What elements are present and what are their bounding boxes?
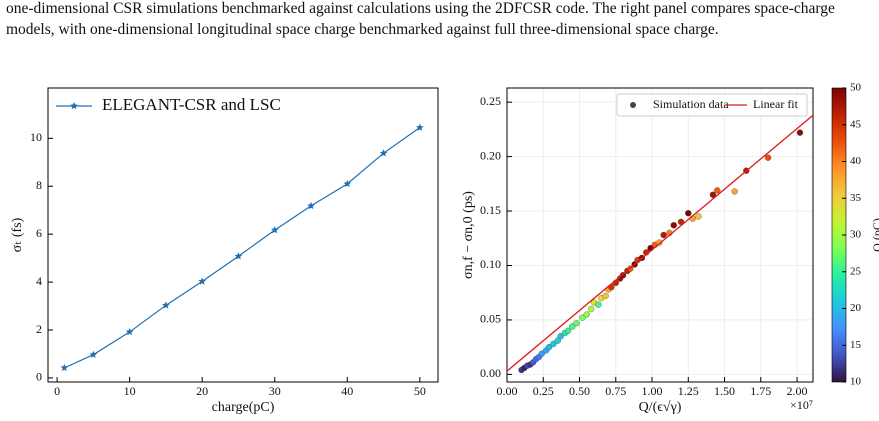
scatter-point — [656, 239, 663, 246]
colorbar-tick-label: 45 — [850, 118, 862, 130]
colorbar-tick-label: 35 — [850, 192, 862, 204]
colorbar-tick-label: 10 — [850, 376, 862, 388]
point-marker — [89, 350, 98, 358]
scatter-point — [731, 188, 738, 195]
scatter-point — [564, 327, 572, 334]
x-tick-label: 1.75 — [750, 384, 771, 398]
scatter-point — [709, 191, 717, 198]
y-tick-label: 0.20 — [480, 148, 501, 162]
y-tick-label: 10 — [30, 130, 42, 144]
colorbar-tick-label: 25 — [850, 265, 862, 277]
x-tick-label: 0 — [54, 384, 60, 398]
scatter-point — [583, 311, 590, 318]
scatter-point — [595, 301, 602, 308]
y-tick-label: 0 — [36, 370, 42, 384]
scatter-point — [573, 320, 580, 327]
colorbar-tick-label: 15 — [850, 339, 862, 351]
scatter-point — [579, 314, 586, 321]
paragraph: one-dimensional CSR simulations benchmar… — [6, 0, 835, 38]
scatter-point — [764, 154, 772, 161]
scatter-point — [714, 187, 721, 194]
legend-box — [616, 93, 808, 117]
point-marker — [343, 179, 352, 188]
legend-marker — [70, 102, 78, 110]
point-marker — [125, 327, 134, 336]
x-tick-label: 1.00 — [642, 384, 663, 398]
y-tick-label: 0.15 — [480, 203, 501, 217]
scatter-point — [569, 323, 576, 330]
axes-frame — [506, 87, 814, 383]
point-marker — [379, 149, 388, 157]
colorbar-tick-label: 30 — [850, 229, 862, 241]
y-tick-label: 2 — [36, 322, 42, 336]
x-tick-label: 1.50 — [714, 384, 735, 398]
x-tick-label: 0.75 — [605, 384, 626, 398]
x-tick-label: 0.50 — [569, 384, 590, 398]
y-tick-label: 0.25 — [480, 94, 501, 108]
fit-line — [507, 114, 813, 372]
point-marker — [162, 301, 170, 309]
point-marker — [234, 252, 243, 260]
scatter-point — [685, 210, 692, 217]
legend-label: ELEGANT-CSR and LSC — [102, 95, 281, 114]
colorbar-tick-label: 40 — [850, 155, 862, 167]
scatter-point — [538, 350, 545, 357]
y-tick-label: 0.10 — [480, 257, 501, 271]
point-marker — [307, 201, 315, 210]
x-tick-label: 2.00 — [787, 384, 808, 398]
x-tick-label: 40 — [341, 384, 353, 398]
scatter-point — [545, 344, 553, 351]
axes-frame — [47, 87, 439, 383]
y-tick-label: 0.00 — [480, 366, 501, 380]
x-tick-label: 0.00 — [497, 384, 518, 398]
y-tick-label: 0.05 — [480, 312, 501, 326]
x-tick-label: 20 — [196, 384, 208, 398]
x-axis-label: charge(pC) — [212, 400, 275, 415]
scatter-point — [550, 340, 557, 348]
scatter-point — [670, 222, 677, 229]
y-axis-label: σₜ (fs) — [10, 217, 25, 252]
y-tick-label: 8 — [36, 178, 42, 192]
point-marker — [270, 226, 279, 234]
colorbar-tick-label: 50 — [850, 82, 862, 94]
x-tick-label: 1.25 — [678, 384, 699, 398]
x-axis-label: Q/(ϵ√γ) — [639, 400, 682, 415]
scatter-point — [557, 333, 564, 340]
y-tick-label: 6 — [36, 226, 42, 240]
x-tick-label: 10 — [124, 384, 136, 398]
x-tick-label: 0.25 — [533, 384, 554, 398]
scatter-point — [602, 292, 609, 300]
x-tick-label: 30 — [269, 384, 281, 398]
colorbar-label: Q (pC) — [870, 218, 879, 252]
scatter-point — [796, 129, 804, 136]
scatter-point — [554, 337, 561, 344]
scatter-point — [587, 305, 595, 313]
y-tick-label: 4 — [36, 274, 42, 288]
legend-marker — [630, 102, 636, 108]
scatter-point — [695, 213, 702, 220]
point-marker — [60, 363, 69, 372]
colorbar-tick-label: 20 — [850, 302, 862, 314]
legend-label: Simulation data — [653, 97, 729, 111]
y-axis-label: σn,f − σn,0 (ps) — [461, 191, 476, 279]
x-offset-label: ×10⁷ — [790, 398, 813, 412]
point-marker — [198, 277, 206, 285]
line — [64, 127, 421, 369]
scatter-point — [660, 231, 667, 239]
legend-label: Linear fit — [753, 97, 799, 111]
scatter-point — [619, 272, 627, 279]
x-tick-label: 50 — [414, 384, 426, 398]
point-marker — [416, 123, 424, 131]
